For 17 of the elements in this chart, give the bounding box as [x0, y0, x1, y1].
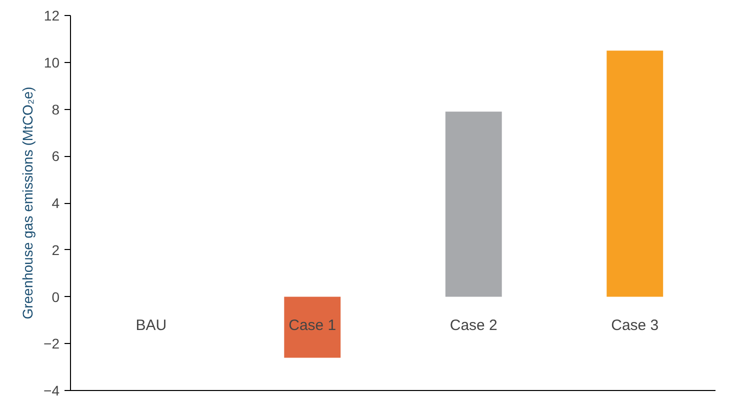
y-tick-label: 10 — [44, 54, 60, 70]
y-tick-label: 2 — [52, 242, 60, 258]
bar — [445, 112, 502, 297]
x-tick-label: Case 1 — [288, 316, 336, 334]
y-tick-label: 4 — [52, 195, 60, 211]
bar — [606, 50, 664, 297]
y-tick-label: 0 — [52, 288, 60, 305]
bar — [284, 296, 341, 358]
y-tick-label: −2 — [44, 336, 60, 352]
y-tick-label: 12 — [44, 8, 60, 24]
x-tick-label: Case 2 — [450, 316, 498, 334]
x-tick-label: Case 3 — [611, 316, 659, 334]
y-tick-label: −4 — [44, 382, 60, 398]
y-axis-title: Greenhouse gas emissions (MtCO₂e) — [20, 86, 36, 320]
y-tick-label: 8 — [52, 101, 60, 118]
x-tick-label: BAU — [136, 316, 167, 334]
y-tick-label: 6 — [52, 148, 60, 164]
